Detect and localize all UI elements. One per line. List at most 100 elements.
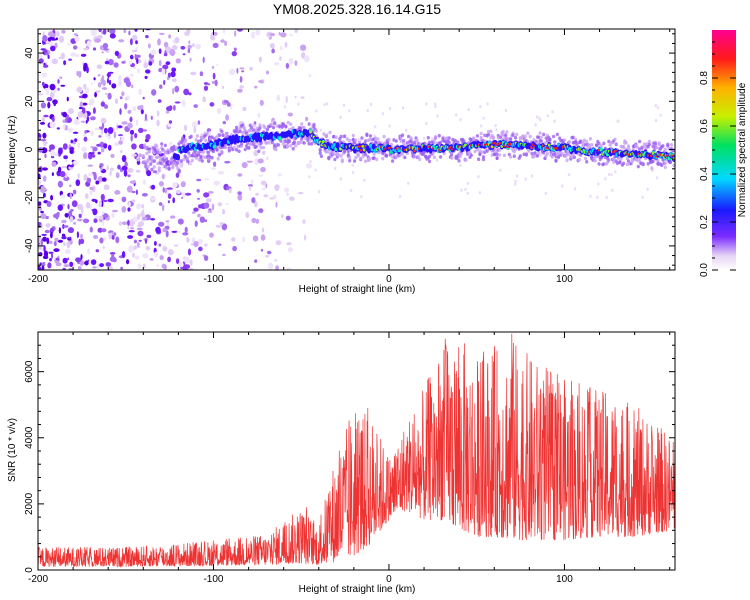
noise-speckle — [228, 188, 232, 194]
ridge-halo-blob — [353, 159, 357, 163]
noise-speckle — [41, 72, 48, 78]
noise-speckle — [148, 43, 151, 49]
noise-speckle — [249, 66, 253, 71]
colorbar-gradient — [712, 30, 736, 270]
ridge-halo-blob — [582, 138, 586, 143]
noise-speckle — [138, 153, 142, 158]
ridge-halo-blob — [150, 155, 154, 160]
ridge-halo-blob — [248, 142, 252, 147]
noise-speckle — [181, 191, 187, 198]
noise-speckle — [369, 102, 373, 106]
ridge-halo-blob — [635, 145, 639, 149]
noise-speckle — [40, 102, 47, 109]
noise-speckle — [43, 114, 49, 118]
noise-speckle — [236, 29, 243, 32]
ridge-halo-blob — [537, 135, 541, 140]
ridge-halo-blob — [324, 134, 328, 139]
ridge-halo-blob — [553, 151, 557, 156]
ridge-halo-blob — [585, 160, 589, 164]
ridge-halo-blob — [515, 132, 519, 137]
ridge-halo-blob — [252, 128, 256, 132]
noise-speckle — [113, 131, 117, 139]
ridge-halo-blob — [663, 165, 667, 170]
noise-speckle — [88, 153, 93, 160]
ridge-halo-blob — [368, 134, 373, 138]
noise-speckle — [224, 160, 231, 164]
ridge-halo-blob — [410, 141, 414, 145]
noise-speckle — [117, 79, 122, 87]
noise-speckle — [431, 137, 434, 141]
noise-speckle — [161, 68, 166, 75]
noise-speckle — [181, 196, 184, 199]
noise-speckle — [95, 249, 100, 253]
noise-speckle — [374, 125, 377, 129]
ridge-halo-blob — [583, 142, 588, 147]
noise-speckle — [150, 49, 157, 56]
noise-speckle — [104, 92, 108, 96]
noise-speckle — [269, 197, 275, 200]
noise-speckle — [62, 111, 68, 118]
ridge-halo-blob — [512, 154, 516, 158]
ridge-halo-blob — [354, 155, 358, 160]
ridge-halo-blob — [307, 122, 311, 126]
noise-speckle — [123, 169, 128, 177]
noise-speckle — [177, 230, 181, 233]
noise-speckle — [171, 44, 178, 51]
ridge-halo-blob — [477, 157, 481, 161]
noise-speckle — [68, 184, 72, 187]
ridge-halo-blob — [537, 151, 541, 155]
noise-speckle — [539, 153, 543, 157]
ridge-halo-blob — [574, 137, 578, 142]
noise-speckle — [101, 128, 104, 136]
ridge-halo-blob — [174, 146, 179, 150]
ridge-halo-blob — [289, 122, 293, 126]
noise-speckle — [257, 112, 261, 118]
noise-speckle — [174, 85, 180, 93]
noise-speckle — [108, 79, 112, 86]
ridge-halo-blob — [518, 154, 523, 158]
noise-speckle — [254, 85, 258, 89]
noise-speckle — [40, 122, 45, 125]
ridge-halo-blob — [427, 140, 432, 145]
ridge-halo-blob — [539, 135, 543, 140]
ridge-halo-blob — [511, 133, 515, 137]
noise-speckle — [159, 255, 164, 261]
ridge-halo-blob — [462, 139, 466, 143]
noise-speckle — [47, 101, 51, 109]
ridge-halo-blob — [199, 138, 203, 143]
noise-speckle — [42, 236, 47, 242]
noise-speckle — [136, 57, 139, 65]
noise-speckle — [381, 112, 385, 116]
ridge-halo-blob — [273, 121, 277, 125]
noise-speckle — [63, 264, 70, 268]
noise-speckle — [136, 54, 141, 58]
noise-speckle — [172, 182, 178, 188]
noise-speckle — [40, 138, 47, 142]
noise-speckle — [203, 202, 210, 209]
noise-speckle — [405, 128, 408, 132]
noise-speckle — [224, 40, 228, 47]
noise-speckle — [168, 120, 173, 124]
noise-speckle — [60, 194, 66, 198]
ridge-halo-blob — [501, 129, 505, 134]
noise-speckle — [237, 194, 243, 201]
noise-speckle — [339, 115, 342, 119]
noise-speckle — [222, 121, 226, 125]
noise-speckle — [69, 149, 74, 154]
noise-speckle — [258, 79, 264, 84]
ridge-halo-blob — [332, 134, 336, 139]
ridge-halo-blob — [281, 123, 285, 127]
noise-speckle — [266, 70, 269, 75]
noise-speckle — [57, 180, 64, 188]
ridge-halo-blob — [325, 138, 330, 143]
ridge-halo-blob — [348, 158, 352, 163]
ridge-halo-blob — [501, 133, 505, 137]
noise-speckle — [261, 150, 266, 156]
ridge-halo-blob — [194, 138, 198, 142]
noise-speckle — [156, 264, 159, 267]
noise-speckle — [105, 58, 109, 61]
ridge-halo-blob — [642, 142, 647, 146]
ridge-halo-blob — [322, 132, 326, 136]
ridge-halo-blob — [217, 153, 221, 157]
noise-speckle — [546, 114, 549, 118]
